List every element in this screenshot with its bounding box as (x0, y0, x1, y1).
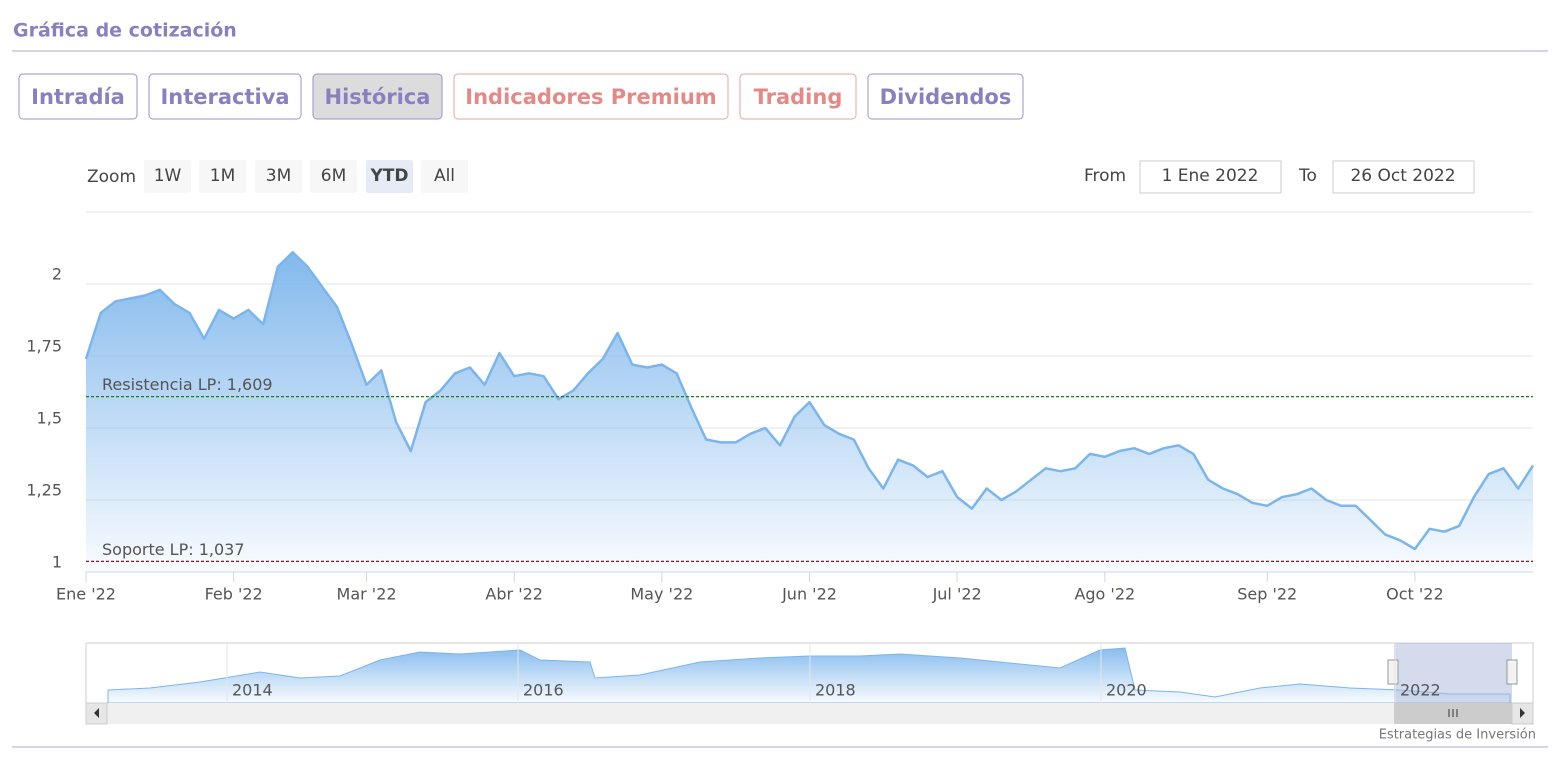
tab-label: Indicadores Premium (465, 85, 716, 109)
annotation-label: Soporte LP: 1,037 (102, 540, 245, 559)
price-line (84, 251, 1535, 551)
scrollbar-track[interactable] (86, 703, 1533, 724)
tab-button[interactable] (739, 73, 857, 120)
x-tick-label: Ago '22 (1074, 585, 1135, 604)
zoom-button[interactable] (144, 160, 191, 193)
zoom-button-label: All (434, 166, 455, 186)
credits: Estrategias de Inversión (1379, 728, 1536, 743)
y-tick-label: 1 (52, 553, 62, 572)
tab-button[interactable] (18, 73, 138, 120)
navigator-label: 2022 (1400, 681, 1441, 700)
from-input[interactable] (1139, 160, 1282, 194)
navigator-series (107, 647, 1511, 704)
zoom-button-label: 1W (154, 166, 182, 186)
y-tick-label: 1,75 (26, 337, 62, 356)
x-tick-label: May '22 (630, 585, 693, 604)
x-tick-label: Feb '22 (205, 585, 263, 604)
area-fill (86, 252, 1533, 573)
zoom-button[interactable] (310, 160, 357, 193)
tab-label: Intradía (31, 85, 125, 109)
from-value: 1 Ene 2022 (1162, 166, 1259, 186)
zoom-button[interactable] (421, 160, 468, 193)
x-tick-label: Ene '22 (56, 585, 116, 604)
zoom-button-label: 1M (210, 166, 235, 186)
navigator-label: 2020 (1106, 681, 1147, 700)
zoom-button[interactable] (366, 160, 413, 193)
y-tick-label: 2 (52, 265, 62, 284)
tab-button[interactable] (148, 73, 302, 120)
zoom-button-label: YTD (369, 166, 408, 186)
navigator-label: 2014 (232, 681, 273, 700)
tab-label: Trading (754, 85, 843, 109)
tab-label: Interactiva (160, 85, 289, 109)
to-input[interactable] (1332, 160, 1475, 194)
x-tick-label: Mar '22 (337, 585, 397, 604)
x-tick-label: Abr '22 (485, 585, 543, 604)
arrow-right (1520, 708, 1525, 718)
arrow-left (94, 708, 99, 718)
to-label: To (1298, 166, 1317, 186)
zoom-button-label: 3M (266, 166, 291, 186)
zoom-label: Zoom (87, 167, 136, 187)
tab-button[interactable] (453, 73, 729, 120)
to-value: 26 Oct 2022 (1350, 166, 1455, 186)
zoom-button[interactable] (199, 160, 246, 193)
x-tick-label: Sep '22 (1237, 585, 1297, 604)
navigator-selection[interactable] (1394, 643, 1512, 703)
tab-button[interactable] (867, 73, 1024, 120)
zoom-button[interactable] (255, 160, 302, 193)
tab-label: Histórica (325, 85, 431, 109)
y-tick-label: 1,25 (26, 481, 62, 500)
from-label: From (1084, 166, 1126, 186)
navigator-handle[interactable] (1506, 659, 1518, 685)
navigator-label: 2016 (523, 681, 564, 700)
x-tick-label: Jul '22 (932, 585, 982, 604)
y-tick-label: 1,5 (37, 409, 62, 428)
tab-label: Dividendos (880, 85, 1012, 109)
x-tick-label: Oct '22 (1386, 585, 1444, 604)
navigator-handle[interactable] (1387, 659, 1399, 685)
zoom-button-label: 6M (321, 166, 346, 186)
annotation-label: Resistencia LP: 1,609 (102, 375, 273, 394)
navigator-label: 2018 (815, 681, 856, 700)
x-tick-label: Jun '22 (781, 585, 837, 604)
tab-button[interactable] (312, 73, 443, 120)
section-title: Gráfica de cotización (13, 20, 237, 42)
